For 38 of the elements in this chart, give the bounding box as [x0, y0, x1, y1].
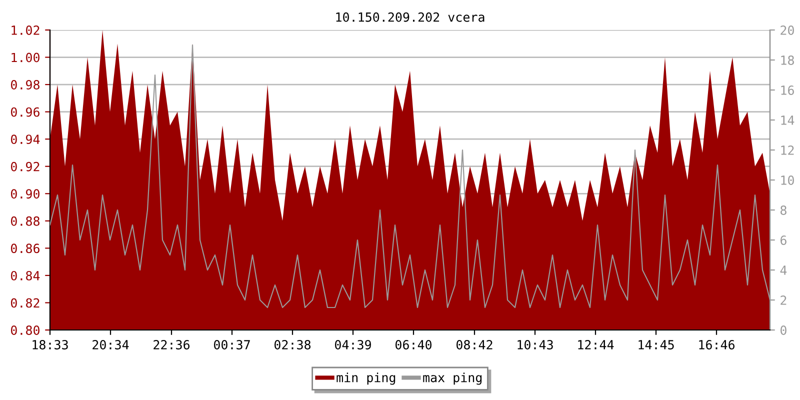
x-tick-label: 04:39	[335, 340, 371, 350]
y-tick-label: 1.00	[12, 52, 40, 62]
x-tick-label: 22:36	[154, 340, 190, 350]
y2-tick-label: 8	[780, 206, 786, 215]
y2-tick-label: 0	[780, 326, 786, 335]
y2-tick-label: 20	[780, 26, 794, 35]
x-tick-label: 14:45	[638, 340, 674, 350]
x-tick-label: 16:46	[699, 340, 735, 350]
y2-tick-label: 18	[781, 56, 794, 65]
y-tick-label: 0.90	[10, 189, 40, 199]
y2-tick-label: 6	[780, 236, 786, 245]
y-tick-label: 0.96	[10, 107, 40, 117]
y-tick-label: 0.94	[10, 134, 40, 144]
y2-tick-label: 16	[781, 86, 794, 95]
y-tick-label: 0.86	[10, 244, 40, 254]
x-tick-label: 00:37	[214, 340, 250, 350]
y-tick-label: 0.92	[10, 162, 40, 172]
y2-tick-label: 2	[780, 296, 786, 305]
y-tick-label: 0.98	[10, 80, 40, 90]
y2-tick-label: 12	[781, 146, 794, 155]
y-tick-label: 0.84	[10, 270, 40, 280]
x-tick-label: 10:43	[518, 340, 553, 350]
x-tick-label: 02:38	[274, 340, 311, 350]
y-tick-label: 1.02	[12, 26, 40, 35]
y2-tick-label: 14	[781, 116, 794, 125]
y-tick-label: 0.80	[10, 326, 40, 335]
x-tick-label: 08:42	[456, 340, 492, 350]
chart-title: 10.150.209.202 vcera	[336, 12, 484, 22]
x-tick-label: 20:34	[92, 340, 129, 350]
legend-label: min ping	[336, 372, 396, 385]
x-tick-label: 18:33	[32, 340, 68, 350]
y2-tick-label: 4	[780, 266, 787, 275]
legend-label: max ping	[423, 372, 482, 385]
y2-tick-label: 10	[781, 176, 794, 185]
x-tick-label: 06:40	[396, 340, 432, 350]
y-tick-label: 0.82	[10, 298, 40, 308]
x-tick-label: 12:44	[578, 340, 614, 350]
y-tick-label: 0.88	[10, 216, 40, 226]
